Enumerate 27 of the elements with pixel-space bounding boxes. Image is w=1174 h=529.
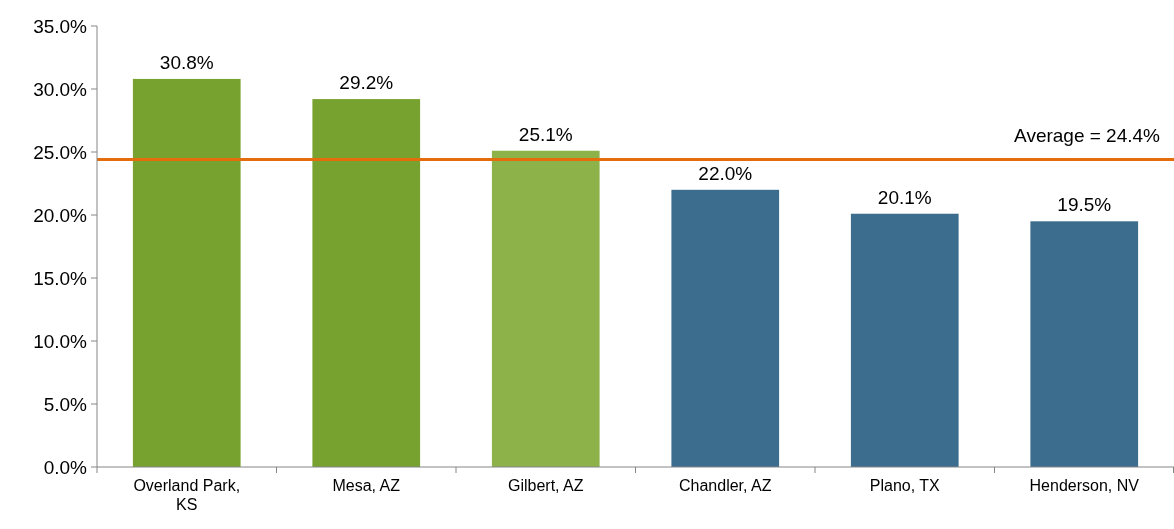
- y-tick-label: 15.0%: [33, 267, 88, 289]
- y-tick-label: 5.0%: [43, 393, 88, 415]
- x-tick-label: Overland Park, KS: [133, 477, 241, 513]
- y-tick-label: 35.0%: [33, 15, 88, 37]
- y-tick-label: 0.0%: [43, 456, 88, 478]
- data-label: 20.1%: [877, 186, 932, 208]
- y-tick-label: 30.0%: [33, 78, 88, 100]
- data-label: 19.5%: [1057, 194, 1112, 216]
- x-tick-label: Chandler, AZ: [679, 477, 772, 494]
- x-tick-label: Plano, TX: [869, 477, 941, 494]
- y-tick-label: 20.0%: [33, 204, 88, 226]
- data-label: 29.2%: [339, 72, 394, 94]
- data-label: 22.0%: [698, 162, 753, 184]
- x-tick-label: Mesa, AZ: [332, 477, 401, 494]
- ref-line-label: Average = 24.4%: [1014, 124, 1161, 146]
- bar: [312, 99, 421, 467]
- bar: [491, 150, 600, 467]
- bar: [132, 78, 241, 467]
- data-label: 30.8%: [159, 51, 214, 73]
- x-tick-label: Henderson, NV: [1029, 477, 1140, 494]
- data-label: 25.1%: [518, 123, 573, 145]
- bar: [850, 213, 959, 467]
- x-tick-label: Gilbert, AZ: [507, 477, 584, 494]
- bar: [671, 189, 780, 467]
- bar: [1030, 221, 1139, 467]
- y-tick-label: 10.0%: [33, 330, 88, 352]
- y-tick-label: 25.0%: [33, 141, 88, 163]
